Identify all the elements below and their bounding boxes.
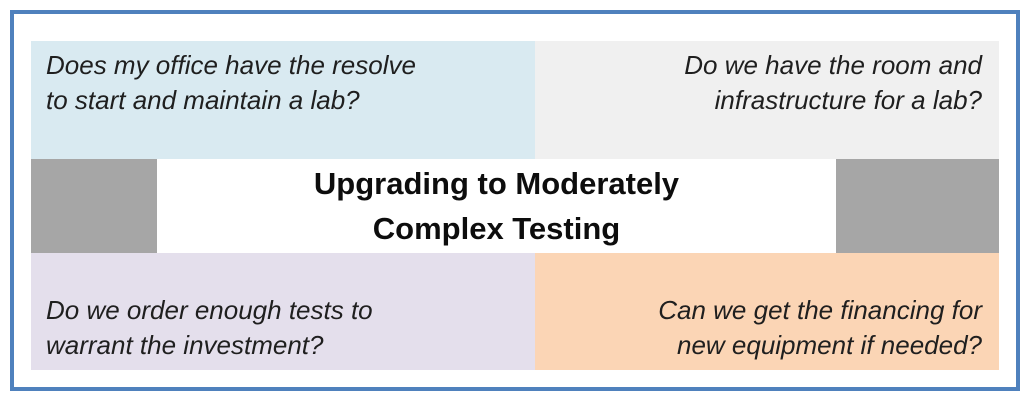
left-spacer-block: [31, 159, 157, 253]
quadrant-bottom-right-line1: Can we get the financing for: [658, 295, 982, 325]
quadrant-top-left-line1: Does my office have the resolve: [46, 50, 416, 80]
title-band: Upgrading to Moderately Complex Testing: [31, 159, 999, 253]
diagram-title-line1: Upgrading to Moderately: [313, 166, 680, 201]
top-row: Does my office have the resolve to start…: [31, 41, 999, 159]
quadrant-top-left-line2: to start and maintain a lab?: [46, 85, 360, 115]
quadrant-bottom-right-line2: new equipment if needed?: [676, 330, 982, 360]
diagram-title-line2: Complex Testing: [372, 211, 621, 246]
quadrant-bottom-left: Do we order enough tests to warrant the …: [31, 253, 535, 370]
diagram-frame: Does my office have the resolve to start…: [10, 10, 1020, 391]
quadrant-top-right-line1: Do we have the room and: [684, 50, 982, 80]
diagram-content: Does my office have the resolve to start…: [31, 41, 999, 370]
diagram-title: Upgrading to Moderately Complex Testing: [157, 159, 836, 253]
quadrant-top-right: Do we have the room and infrastructure f…: [535, 41, 999, 159]
quadrant-top-left: Does my office have the resolve to start…: [31, 41, 535, 159]
quadrant-bottom-left-line1: Do we order enough tests to: [46, 295, 373, 325]
quadrant-bottom-left-line2: warrant the investment?: [46, 330, 324, 360]
bottom-row: Do we order enough tests to warrant the …: [31, 253, 999, 370]
quadrant-top-right-line2: infrastructure for a lab?: [714, 85, 982, 115]
quadrant-bottom-right: Can we get the financing for new equipme…: [535, 253, 999, 370]
right-spacer-block: [836, 159, 999, 253]
